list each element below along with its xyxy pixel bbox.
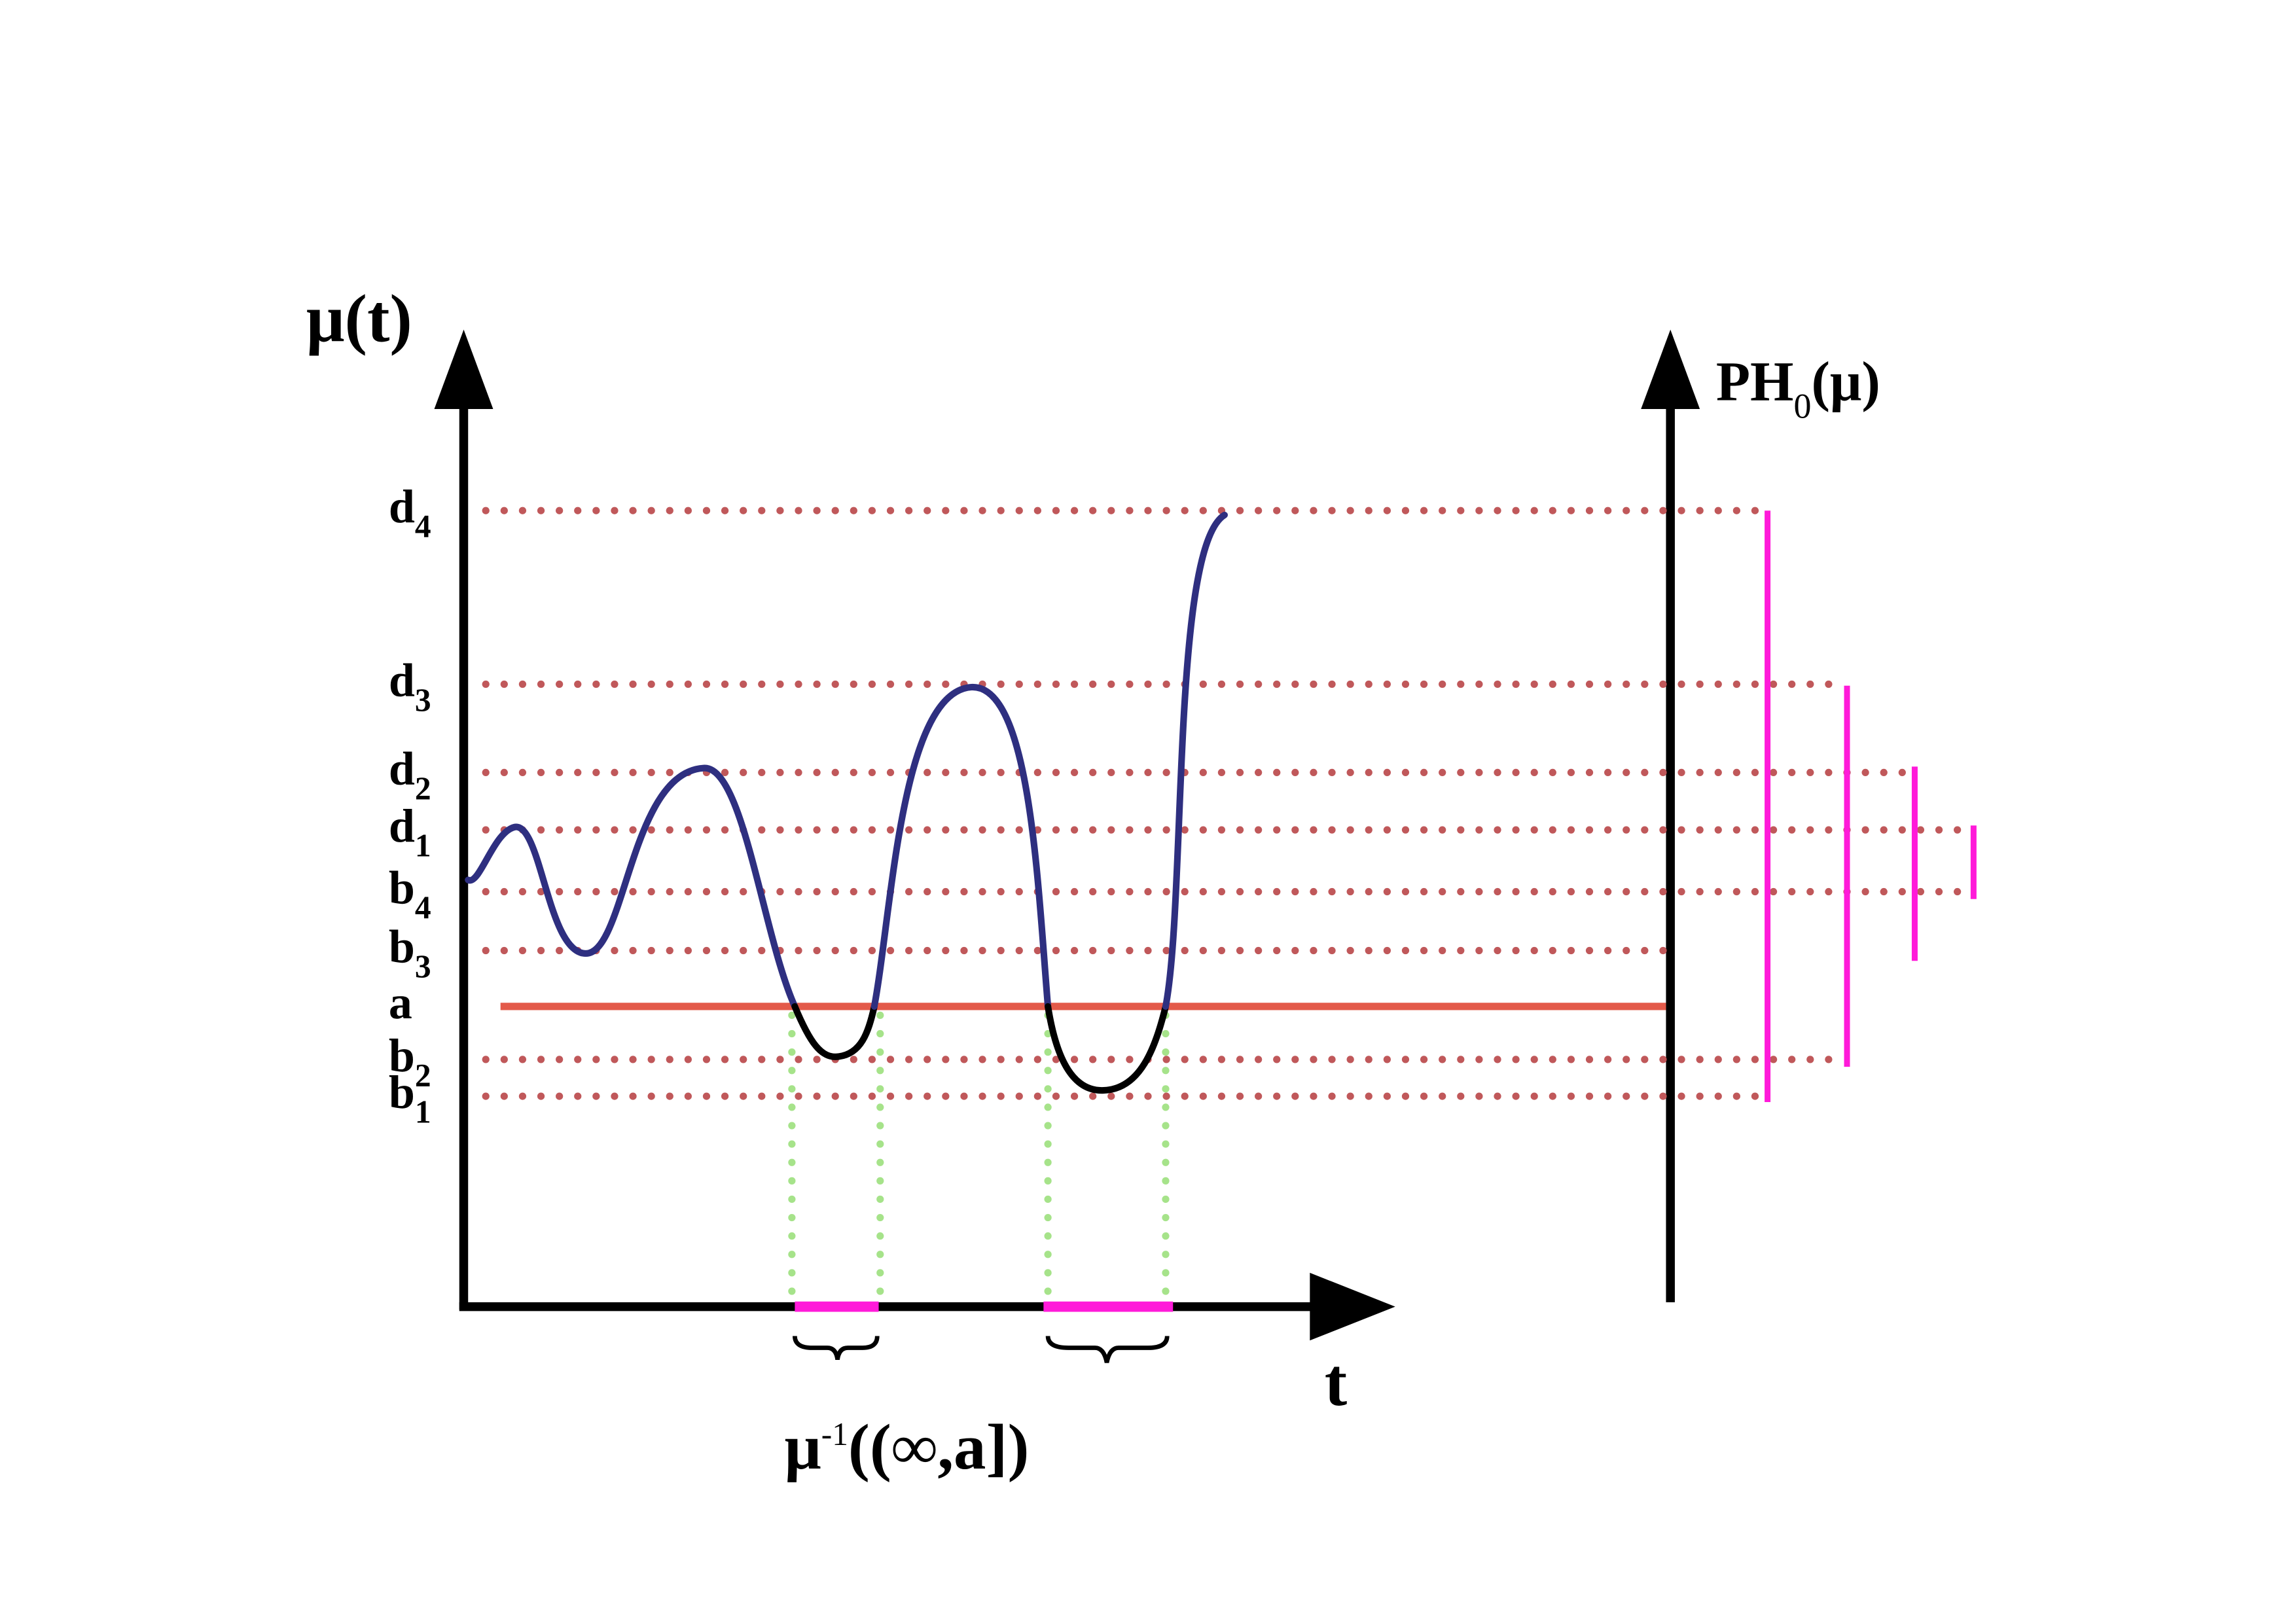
preimage-label: μ-1((∞,a]): [785, 1412, 1030, 1483]
ph-sub: 0: [1794, 387, 1812, 426]
x-arrow: [1310, 1272, 1395, 1341]
level-sub: 2: [415, 1057, 431, 1093]
brace: [793, 1336, 880, 1361]
preimage-rest: ((∞,a]): [848, 1412, 1029, 1483]
barcode: [1765, 510, 1977, 1103]
level-base: b: [389, 1029, 415, 1082]
level-base: d: [389, 480, 415, 533]
ph-arrow: [1641, 329, 1700, 410]
y-axis-label: μ(t): [306, 282, 412, 357]
level-label: d4: [389, 480, 431, 544]
ph-rest: (μ): [1811, 351, 1880, 413]
curve-segment: [465, 764, 798, 1010]
level-label: b3: [389, 920, 431, 984]
level-lines: [482, 507, 1976, 1100]
level-label: d3: [389, 654, 431, 717]
x-axis-label: t: [1325, 1346, 1347, 1420]
level-sub: 2: [415, 770, 431, 806]
curve: [465, 511, 1228, 1094]
curve-segment: [870, 683, 1052, 1010]
level-label: d1: [389, 800, 431, 863]
curve-segment-below: [1045, 1003, 1170, 1094]
level-sub: 4: [415, 889, 431, 925]
preimage-base: μ: [785, 1412, 821, 1483]
level-base: b: [389, 920, 415, 972]
level-base: d: [389, 654, 415, 706]
curve-segment: [1162, 511, 1228, 1010]
level-sub: 3: [415, 682, 431, 718]
level-base: a: [389, 976, 412, 1029]
level-label: a: [389, 976, 412, 1029]
preimage-sup: -1: [821, 1416, 848, 1452]
level-sub: 3: [415, 948, 431, 984]
level-label: b4: [389, 862, 431, 925]
level-base: b: [389, 862, 415, 914]
level-base: d: [389, 800, 415, 852]
level-sub: 1: [415, 828, 431, 864]
level-label: d2: [389, 742, 431, 806]
ph-base: PH: [1716, 351, 1794, 413]
brace: [1045, 1336, 1170, 1363]
level-base: b: [389, 1066, 415, 1118]
ph-label: PH0(μ): [1716, 351, 1880, 426]
level-sub: 4: [415, 508, 431, 544]
curve-segment-below: [791, 1003, 878, 1060]
level-label: b1: [389, 1066, 431, 1130]
level-label: b2: [389, 1029, 431, 1093]
y-arrow: [434, 329, 493, 410]
level-base: d: [389, 742, 415, 794]
level-sub: 1: [415, 1094, 431, 1130]
